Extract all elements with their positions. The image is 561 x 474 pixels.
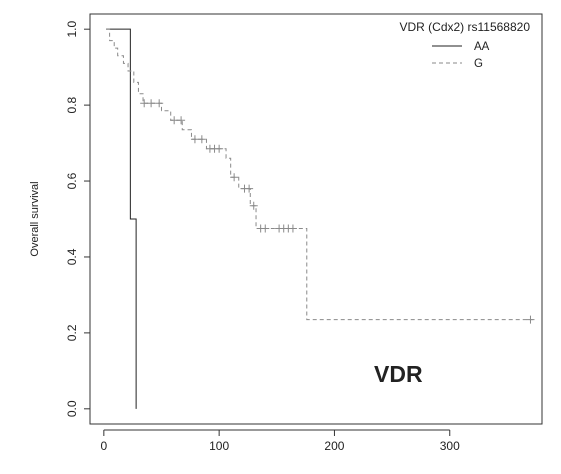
- x-tick-label: 0: [100, 439, 107, 453]
- censor-mark-g: [245, 184, 254, 193]
- y-tick-label: 0.4: [65, 248, 79, 265]
- censor-mark-g: [288, 224, 297, 233]
- legend-title: VDR (Cdx2) rs11568820: [399, 20, 530, 34]
- y-tick-label: 1.0: [65, 21, 79, 38]
- censor-mark-g: [261, 224, 270, 233]
- vdr-annotation: VDR: [374, 361, 423, 387]
- y-axis-label: Overall survival: [29, 181, 41, 256]
- plot-frame: [89, 13, 543, 425]
- censor-mark-g: [215, 144, 224, 153]
- y-tick-label: 0.2: [65, 324, 79, 341]
- x-tick-label: 200: [324, 439, 344, 453]
- censor-mark-g: [147, 99, 156, 108]
- censor-mark-g: [190, 135, 199, 144]
- x-tick-label: 300: [440, 439, 460, 453]
- y-tick-label: 0.0: [65, 400, 79, 417]
- x-tick-label: 100: [209, 439, 229, 453]
- y-tick-label: 0.8: [65, 96, 79, 113]
- censor-mark-g: [249, 201, 258, 210]
- legend: VDR (Cdx2) rs11568820 AA G: [399, 20, 530, 70]
- censor-mark-g: [526, 315, 535, 324]
- censor-mark-g: [140, 99, 149, 108]
- y-axis: 0.0 0.2 0.4 0.6 0.8 1.0: [65, 21, 90, 417]
- censor-mark-g: [230, 173, 239, 182]
- censor-mark-g: [177, 116, 186, 125]
- legend-label-g: G: [474, 58, 483, 70]
- series-layer: [106, 28, 535, 409]
- y-tick-label: 0.6: [65, 172, 79, 189]
- series-line-aa: [106, 28, 137, 409]
- censor-mark-g: [155, 99, 164, 108]
- censor-mark-g: [197, 135, 206, 144]
- series-line-g: [106, 28, 533, 321]
- legend-label-aa: AA: [474, 41, 490, 53]
- censor-mark-g: [170, 116, 179, 125]
- x-axis: 0 100 200 300: [100, 429, 460, 453]
